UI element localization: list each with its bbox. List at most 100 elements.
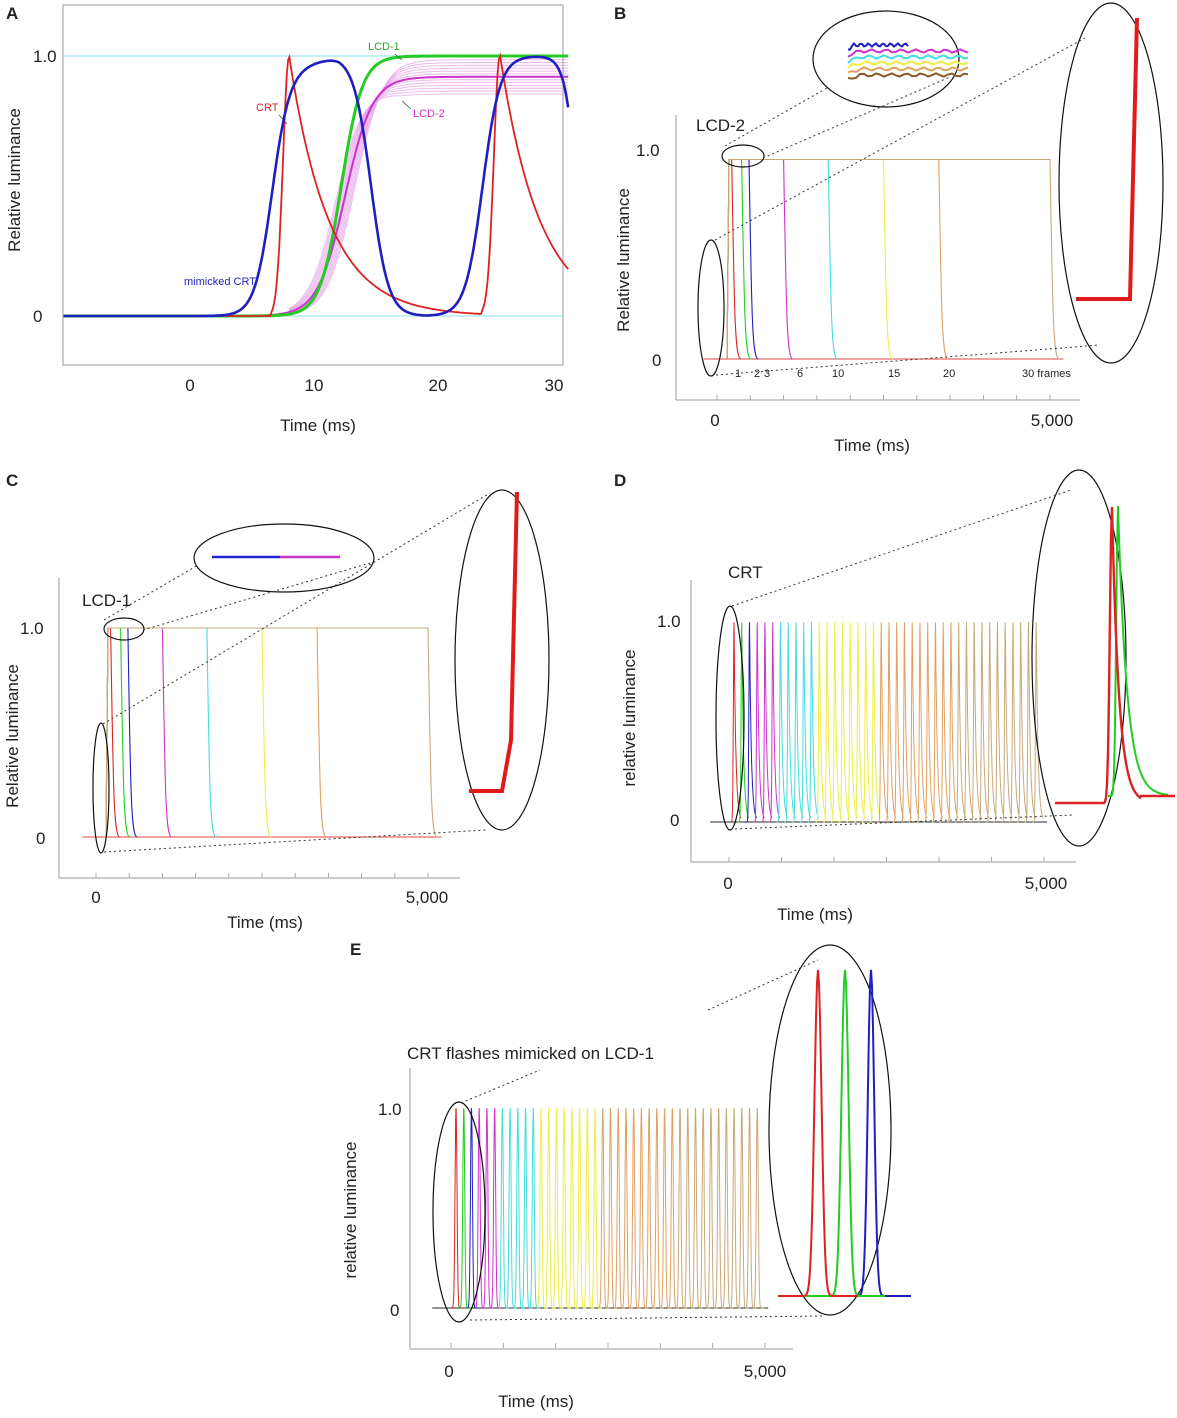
flash-trace (1024, 622, 1036, 823)
zoom-inset-ellipse-b-onset (1058, 2, 1164, 364)
xtick-c-0: 0 (91, 888, 100, 907)
flash-trace (955, 622, 967, 823)
xlabel-e: Time (ms) (498, 1392, 574, 1411)
inset-trace-d-red (1055, 506, 1175, 805)
flash-trace (606, 1108, 618, 1309)
step-trace (726, 158, 752, 360)
flash-trace (645, 1108, 656, 1309)
lcd2-band-line (289, 67, 569, 314)
flash-trace (769, 622, 781, 823)
panel-letter-b: B (614, 4, 626, 23)
leader-crt (278, 114, 288, 125)
inset-plateau-trace (847, 66, 969, 74)
flash-trace (800, 622, 812, 823)
flash-trace (900, 622, 912, 823)
frames-label-20: 20 (943, 368, 955, 380)
ytick-a-1: 1.0 (33, 47, 57, 66)
flash-trace (947, 622, 959, 823)
label-lcd2: LCD-2 (413, 108, 445, 120)
lcd2-band-line (289, 64, 569, 314)
ylabel-d: relative luminance (620, 649, 639, 786)
xtick-a-30: 30 (545, 376, 564, 395)
step-trace (105, 627, 272, 838)
leader-lcd2 (401, 100, 412, 110)
frames-label-10: 10 (832, 368, 844, 380)
zoom-line (731, 489, 1072, 607)
flash-trace (823, 622, 835, 823)
zoom-inset-ellipse-b-plateau (812, 10, 960, 108)
flash-trace (962, 622, 974, 823)
flash-trace (831, 622, 843, 823)
ytick-e-1: 1.0 (378, 1100, 402, 1119)
zoom-line (102, 492, 491, 725)
flash-trace (846, 622, 858, 823)
xtick-e-5000: 5,000 (744, 1362, 787, 1381)
inset-plateau-trace (847, 60, 969, 69)
flash-trace (761, 622, 773, 823)
zoom-source-ellipse-b-plateau (721, 144, 765, 168)
panel-d-minor-ticks (728, 857, 1045, 862)
xlabel-a: Time (ms) (280, 416, 356, 435)
panel-a-frame (62, 4, 564, 366)
zoom-inset-ellipse-d (1031, 469, 1127, 847)
flash-trace (506, 1108, 517, 1309)
ytick-b-1: 1.0 (636, 141, 660, 160)
flash-trace (521, 1108, 533, 1309)
lcd2-band-line (289, 59, 569, 315)
flash-trace (745, 622, 757, 823)
flash-trace (536, 1108, 548, 1309)
flash-trace (916, 622, 928, 823)
flash-trace (451, 1108, 463, 1309)
flash-trace (986, 622, 998, 823)
flash-trace (854, 622, 866, 823)
frames-label-3: 3 (764, 368, 770, 380)
step-trace (105, 627, 138, 838)
flash-trace (683, 1108, 695, 1309)
step-trace (105, 627, 131, 838)
zoom-line (469, 1315, 824, 1321)
zoom-line (103, 829, 487, 853)
zoom-line (142, 562, 371, 631)
panel-b-minor-ticks (716, 395, 1051, 400)
step-trace (105, 627, 438, 838)
xtick-e-0: 0 (444, 1362, 453, 1381)
inset-trace-d-green (1108, 505, 1169, 797)
panel-d-curves (710, 622, 1048, 823)
step-trace (726, 158, 759, 360)
xtick-a-0: 0 (185, 376, 194, 395)
lcd2-band-line (289, 70, 569, 314)
flash-trace (567, 1108, 579, 1309)
ylabel-e: relative luminance (341, 1141, 360, 1278)
ytick-d-1: 1.0 (657, 612, 681, 631)
label-lcd1: LCD-1 (368, 41, 400, 53)
xlabel-b: Time (ms) (834, 436, 910, 455)
lcd2-band-line (289, 73, 569, 313)
flash-trace (706, 1108, 718, 1309)
flash-trace (1032, 622, 1044, 823)
flash-trace (730, 622, 742, 823)
flash-trace (598, 1108, 610, 1309)
inset-plateau-trace (847, 72, 969, 80)
frames-label-30: 30 frames (1022, 368, 1071, 380)
flash-trace (776, 622, 788, 823)
zoom-source-ellipse-c-onset (92, 722, 110, 854)
panel-b: B 1.0 0 0 5,000 Time (ms) Relative lumin… (614, 2, 1164, 455)
flash-trace (722, 1108, 734, 1309)
panel-letter-a: A (6, 4, 18, 23)
flash-trace (621, 1108, 633, 1309)
ytick-c-0: 0 (36, 829, 45, 848)
zoom-line (762, 76, 951, 159)
panel-d: D 1.0 0 0 5,000 Time (ms) relative lumin… (614, 469, 1175, 924)
flash-trace (792, 622, 804, 823)
flash-trace (614, 1108, 626, 1309)
step-trace (105, 627, 121, 838)
flash-trace (575, 1108, 587, 1309)
lcd2-band-line (288, 90, 569, 310)
flash-trace (815, 622, 827, 823)
panel-e-curves (432, 1108, 769, 1309)
flash-trace (908, 622, 920, 823)
flash-trace (1017, 622, 1029, 823)
panel-e: E 1.0 0 0 5,000 Time (ms) relative lumin… (341, 940, 911, 1411)
panel-letter-d: D (614, 471, 626, 490)
